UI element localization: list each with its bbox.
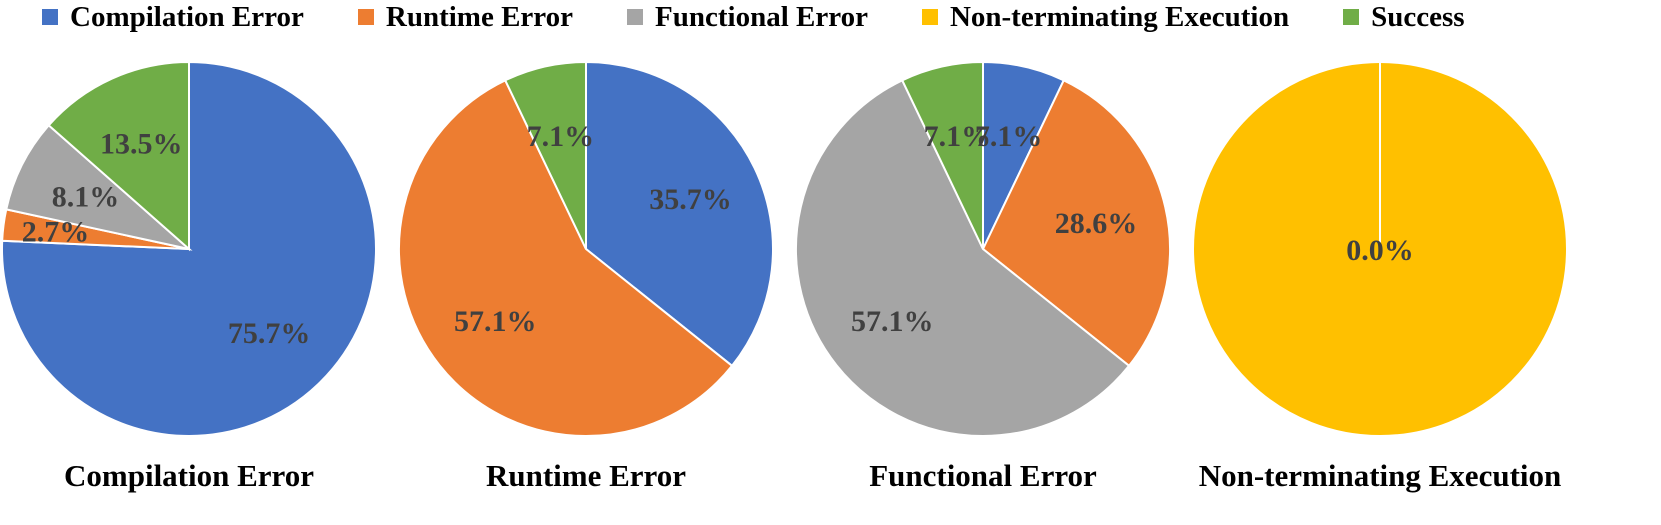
pie-slice-functional-error	[5, 123, 193, 251]
pie-title: Functional Error	[869, 458, 1097, 493]
pie-title: Non-terminating Execution	[1199, 458, 1562, 493]
pie-slice-success	[900, 60, 984, 250]
legend-item-runtime-error: Runtime Error	[357, 0, 574, 34]
data-label-success: 7.1%	[924, 120, 992, 153]
legend-label: Functional Error	[655, 0, 868, 33]
data-label-non-terminating-execution: 0.0%	[1346, 234, 1414, 267]
pie-non-terminating-execution: 0.0% Non-terminating Execution	[1192, 61, 1568, 493]
legend-swatch	[42, 9, 58, 25]
legend-swatch	[627, 9, 644, 25]
data-label-runtime-error: 2.7%	[22, 216, 90, 249]
pie-slice-success	[47, 60, 190, 252]
legend-swatch	[357, 9, 374, 25]
pie-runtime-error: 35.7% 57.1% 7.1% Runtime Error	[398, 60, 774, 493]
pie-slice-runtime-error	[398, 79, 734, 437]
legend-swatch	[921, 9, 938, 25]
pie-slice-compilation-error	[585, 60, 774, 368]
legend-item-compilation-error: Compilation Error	[42, 1, 304, 34]
legend-label: Runtime Error	[385, 0, 574, 33]
legend-label: Compilation Error	[70, 0, 304, 33]
pie-title: Compilation Error	[64, 458, 314, 493]
pie-functional-error: 7.1% 28.6% 57.1% 7.1% Functional Error	[795, 60, 1171, 493]
data-label-runtime-error: 57.1%	[454, 305, 537, 338]
pie-slice-functional-error	[795, 79, 1131, 437]
data-label-runtime-error: 28.6%	[1055, 207, 1138, 240]
legend-item-non-terminating-execution: Non-terminating Execution	[921, 0, 1290, 34]
legend-item-success: Success	[1343, 0, 1465, 34]
data-label-functional-error: 57.1%	[851, 305, 934, 338]
data-label-compilation-error: 7.1%	[975, 120, 1043, 153]
legend-item-functional-error: Functional Error	[627, 1, 868, 34]
legend-swatch	[1343, 9, 1360, 25]
data-label-functional-error: 8.1%	[52, 181, 120, 214]
pie-slice-runtime-error	[981, 79, 1171, 368]
legend-label: Non-terminating Execution	[949, 0, 1290, 33]
data-label-compilation-error: 75.7%	[228, 317, 311, 350]
legend: Compilation Error Runtime Error Functional…	[0, 0, 1661, 34]
legend-label: Success	[1371, 0, 1465, 33]
data-label-success: 13.5%	[100, 127, 183, 160]
pie-compilation-error: 75.7% 2.7%8.1% 13.5% Compilation Error	[1, 60, 377, 493]
pie-title: Runtime Error	[486, 458, 686, 493]
data-label-success: 7.1%	[527, 120, 595, 153]
data-label-compilation-error: 35.7%	[649, 183, 732, 216]
pie-slice-success	[503, 60, 587, 250]
